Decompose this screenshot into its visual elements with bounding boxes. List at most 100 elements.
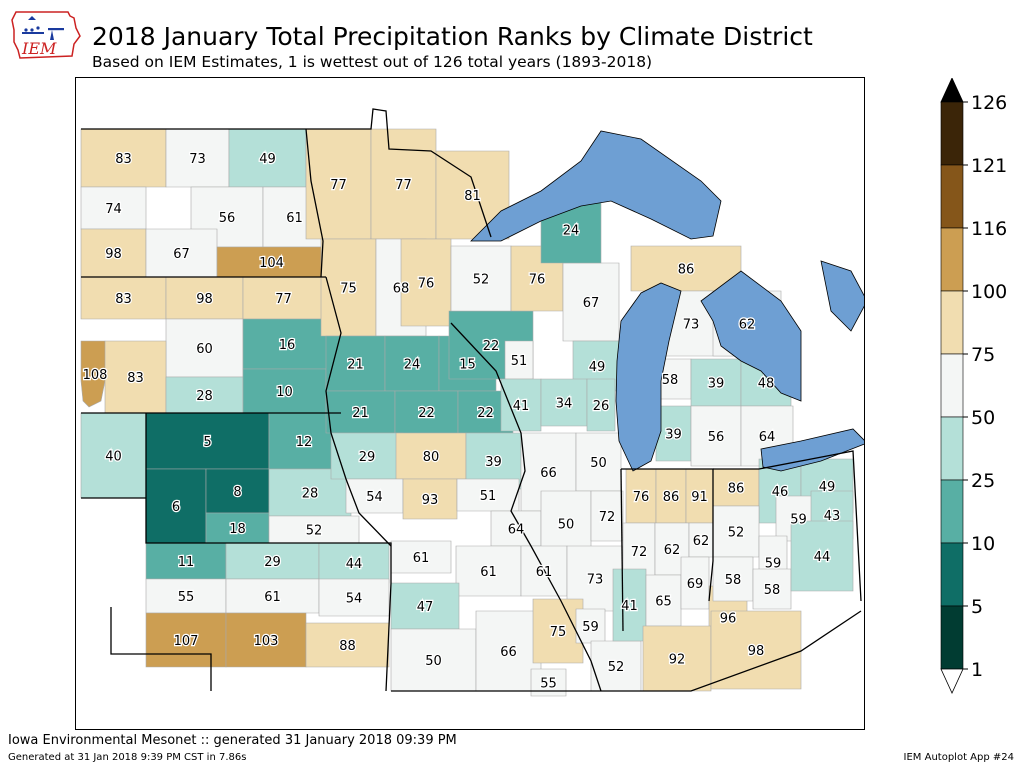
- district-rank-label: 62: [739, 318, 756, 333]
- district-rank-label: 40: [105, 450, 122, 465]
- district-rank-label: 54: [366, 490, 383, 505]
- district-rank-label: 51: [480, 489, 497, 504]
- footer-credit: Iowa Environmental Mesonet :: generated …: [8, 733, 457, 748]
- district-rank-label: 39: [708, 377, 725, 392]
- district-rank-label: 52: [473, 273, 490, 288]
- colorbar-bin: [940, 164, 964, 229]
- district-rank-label: 59: [765, 557, 782, 572]
- district-rank-label: 41: [621, 599, 638, 614]
- district-rank-label: 83: [115, 292, 132, 307]
- district-rank-label: 65: [655, 595, 672, 610]
- district-rank-label: 61: [536, 565, 553, 580]
- district-rank-label: 60: [196, 342, 213, 357]
- district-rank-label: 49: [589, 360, 606, 375]
- district-rank-label: 52: [306, 524, 323, 539]
- district-rank-label: 55: [540, 677, 557, 692]
- colorbar-tick-label: 75: [971, 344, 995, 366]
- district-rank-label: 107: [174, 634, 199, 649]
- climate-district: [790, 520, 854, 592]
- colorbar-under-arrow: [940, 668, 964, 694]
- colorbar-bin: [940, 101, 964, 166]
- district-rank-label: 76: [529, 273, 546, 288]
- climate-district: [752, 568, 792, 610]
- district-rank-label: 69: [687, 577, 704, 592]
- climate-district: [402, 478, 458, 520]
- district-rank-label: 59: [582, 620, 599, 635]
- district-rank-label: 73: [683, 318, 700, 333]
- district-rank-label: 86: [678, 263, 695, 278]
- district-rank-label: 67: [583, 296, 600, 311]
- district-rank-label: 21: [352, 406, 369, 421]
- district-rank-label: 56: [219, 211, 236, 226]
- district-rank-label: 41: [513, 399, 530, 414]
- district-rank-label: 91: [691, 490, 708, 505]
- district-rank-label: 12: [296, 435, 313, 450]
- state-boundaries: [81, 108, 862, 692]
- district-rank-label: 58: [662, 373, 679, 388]
- district-rank-label: 6: [172, 500, 180, 515]
- district-rank-label: 46: [772, 485, 789, 500]
- district-rank-label: 93: [422, 493, 439, 508]
- district-rank-label: 28: [302, 487, 319, 502]
- district-rank-label: 29: [359, 450, 376, 465]
- climate-district: [642, 625, 712, 692]
- colorbar-bin: [940, 416, 964, 481]
- district-rank-label: 77: [275, 292, 292, 307]
- map-title: 2018 January Total Precipitation Ranks b…: [92, 22, 813, 51]
- district-rank-label: 48: [758, 377, 775, 392]
- district-rank-label: 34: [556, 397, 573, 412]
- district-rank-label: 103: [254, 634, 279, 649]
- district-rank-label: 18: [229, 522, 246, 537]
- district-rank-label: 21: [347, 358, 364, 373]
- district-rank-label: 10: [276, 385, 293, 400]
- district-rank-label: 61: [264, 590, 281, 605]
- district-rank-label: 73: [587, 573, 604, 588]
- district-rank-label: 83: [127, 371, 144, 386]
- climate-district: [710, 610, 802, 690]
- district-rank-label: 22: [418, 406, 435, 421]
- district-rank-label: 5: [203, 435, 211, 450]
- climate-district: [435, 150, 510, 240]
- district-rank-label: 8: [233, 485, 241, 500]
- district-rank-label: 98: [196, 292, 213, 307]
- district-rank-label: 61: [286, 211, 303, 226]
- district-rank-label: 26: [593, 399, 610, 414]
- district-rank-label: 81: [464, 189, 481, 204]
- district-rank-label: 43: [824, 509, 841, 524]
- climate-district: [586, 378, 616, 432]
- colorbar-tick-label: 25: [971, 470, 995, 492]
- district-rank-label: 67: [173, 247, 190, 262]
- district-rank-label: 50: [558, 518, 575, 533]
- lake-1: [470, 130, 722, 242]
- district-rank-label: 77: [330, 178, 347, 193]
- colorbar-tick-label: 100: [971, 281, 1007, 303]
- district-rank-label: 76: [633, 490, 650, 505]
- district-rank-label: 24: [563, 224, 580, 239]
- map-subtitle: Based on IEM Estimates, 1 is wettest out…: [92, 53, 653, 71]
- district-rank-label: 39: [665, 428, 682, 443]
- district-rank-label: 58: [725, 573, 742, 588]
- district-rank-label: 75: [550, 625, 567, 640]
- district-rank-label: 28: [196, 389, 213, 404]
- colorbar-bin: [940, 479, 964, 544]
- district-rank-label: 29: [264, 555, 281, 570]
- district-rank-label: 49: [819, 480, 836, 495]
- district-rank-label: 108: [83, 368, 108, 383]
- district-rank-label: 56: [708, 430, 725, 445]
- district-rank-label: 72: [599, 510, 616, 525]
- district-rank-label: 74: [105, 202, 122, 217]
- colorbar-tick-label: 126: [971, 92, 1007, 114]
- district-rank-label: 104: [259, 256, 284, 271]
- climate-district: [305, 622, 390, 668]
- colorbar-bin: [940, 353, 964, 418]
- district-rank-label: 44: [814, 550, 831, 565]
- district-rank-label: 44: [346, 557, 363, 572]
- district-rank-label: 39: [485, 455, 502, 470]
- district-rank-label: 22: [483, 339, 500, 354]
- district-rank-label: 73: [189, 152, 206, 167]
- district-rank-label: 62: [693, 534, 710, 549]
- district-rank-label: 58: [764, 583, 781, 598]
- district-rank-label: 55: [178, 590, 195, 605]
